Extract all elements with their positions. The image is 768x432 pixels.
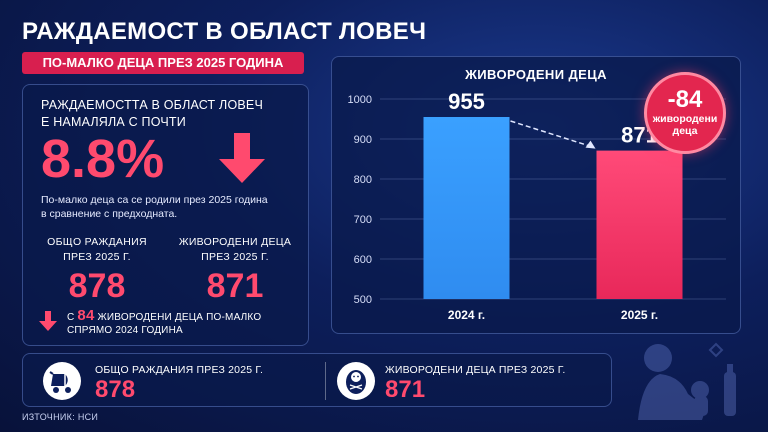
baby-silhouette-decoration [638, 342, 736, 420]
x-tick-label: 2025 г. [621, 308, 658, 322]
summary-description-line2: в сравнение с предходната. [41, 208, 178, 220]
decline-percentage: 8.8% [41, 129, 165, 189]
chart-title: ЖИВОРОДЕНИ ДЕЦА [465, 67, 607, 82]
summary-description: По-малко деца са се родили през 2025 год… [41, 193, 268, 221]
arrow-down-small-icon [39, 311, 57, 331]
y-tick-label: 1000 [348, 94, 372, 106]
summary-heading: РАЖДАЕМОСТТА В ОБЛАСТ ЛОВЕЧ Е НАМАЛЯЛА С… [41, 97, 263, 131]
y-tick-label: 900 [354, 134, 372, 146]
bottom-summary-bar: ОБЩО РАЖДАНИЯ ПРЕЗ 2025 Г. 878 ЖИВОРОДЕН… [22, 353, 612, 407]
live-births-label2: ПРЕЗ 2025 Г. [201, 251, 269, 263]
trend-arrow-line [510, 120, 592, 148]
note-value: 84 [77, 307, 95, 324]
baby-icon [337, 362, 375, 400]
summary-heading-line1: РАЖДАЕМОСТТА В ОБЛАСТ ЛОВЕЧ [41, 98, 263, 112]
arrow-down-icon [219, 133, 265, 183]
total-births-stat: ОБЩО РАЖДАНИЯ ПРЕЗ 2025 Г. 878 [37, 235, 157, 305]
y-tick-label: 500 [354, 294, 372, 306]
note-suffix: ЖИВОРОДЕНИ ДЕЦА ПО-МАЛКО [97, 312, 262, 323]
total-births-label2: ПРЕЗ 2025 Г. [63, 251, 131, 263]
page-title: РАЖДАЕМОСТ В ОБЛАСТ ЛОВЕЧ [22, 18, 427, 45]
stroller-icon [43, 362, 81, 400]
total-births-label1: ОБЩО РАЖДАНИЯ [47, 236, 147, 248]
summary-heading-line2: Е НАМАЛЯЛА С ПОЧТИ [41, 115, 186, 129]
difference-badge-value: -84 [667, 86, 703, 113]
x-tick-label: 2024 г. [448, 308, 485, 322]
live-births-label1: ЖИВОРОДЕНИ ДЕЦА [178, 236, 292, 248]
bar-value-label: 955 [448, 89, 485, 114]
bottom-total-births-label: ОБЩО РАЖДАНИЯ ПРЕЗ 2025 Г. [95, 364, 264, 376]
live-births-stat: ЖИВОРОДЕНИ ДЕЦА ПРЕЗ 2025 Г. 871 [175, 235, 295, 305]
bottom-divider [325, 362, 326, 400]
difference-badge-label1: живородени [652, 113, 718, 125]
page-subtitle: ПО-МАЛКО ДЕЦА ПРЕЗ 2025 ГОДИНА [22, 52, 304, 74]
difference-badge: -84 живородени деца [644, 72, 726, 154]
bottom-live-births-label: ЖИВОРОДЕНИ ДЕЦА ПРЕЗ 2025 Г. [385, 364, 566, 376]
bottom-live-births-value: 871 [385, 376, 426, 403]
difference-badge-label2: деца [672, 125, 698, 137]
y-tick-label: 600 [354, 254, 372, 266]
y-tick-label: 700 [354, 214, 372, 226]
summary-description-line1: По-малко деца са се родили през 2025 год… [41, 194, 268, 206]
total-births-value: 878 [68, 267, 126, 305]
summary-panel: РАЖДАЕМОСТТА В ОБЛАСТ ЛОВЕЧ Е НАМАЛЯЛА С… [22, 84, 309, 346]
trend-arrow-head [585, 140, 596, 149]
note-prefix: С [67, 312, 75, 323]
bar-1 [423, 117, 510, 299]
note-line2: СПРЯМО 2024 ГОДИНА [67, 325, 183, 336]
bottom-total-births-value: 878 [95, 376, 136, 403]
live-births-value: 871 [206, 267, 264, 305]
y-tick-label: 800 [354, 174, 372, 186]
source-note: ИЗТОЧНИК: НСИ [22, 412, 99, 422]
bar-2 [596, 150, 683, 299]
difference-note: С 84 ЖИВОРОДЕНИ ДЕЦА ПО-МАЛКО СПРЯМО 202… [67, 307, 262, 337]
